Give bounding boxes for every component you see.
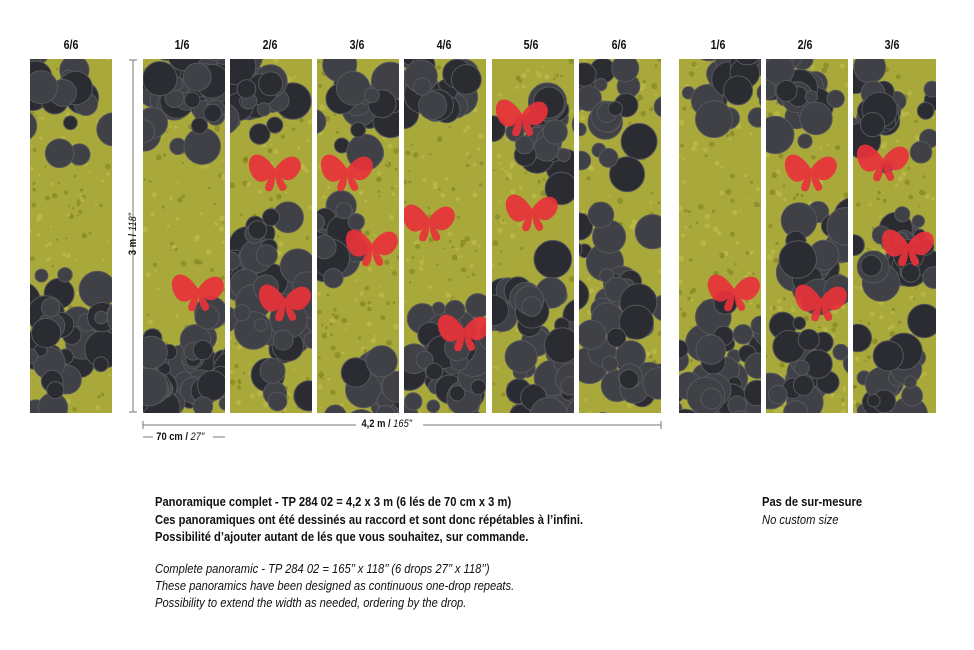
description-en-line-2: These panoramics have been designed as c… [155, 578, 515, 593]
wallpaper-panel-5 [492, 59, 574, 413]
panel-label-2: 2/6 [262, 37, 278, 52]
panel-label-1: 1/6 [174, 37, 190, 52]
panel-label-right-1: 1/6 [710, 37, 726, 52]
butterfly-motif [258, 284, 311, 322]
butterfly-motif [248, 154, 301, 192]
width-dimension: 4,2 m / 165" [361, 418, 413, 430]
butterfly-motif [794, 284, 847, 322]
wallpaper-panel-3 [317, 59, 399, 413]
butterfly-motif [707, 274, 760, 312]
wallpaper-panel-right-3 [853, 59, 936, 413]
panel-label-4: 4/6 [436, 37, 452, 52]
wallpaper-panel-right-2 [766, 59, 848, 413]
butterfly-motif [404, 204, 455, 242]
wallpaper-panel-left [30, 59, 112, 413]
butterfly-motif [881, 229, 934, 267]
description-fr-line-2: Ces panoramiques ont été dessinés au rac… [155, 512, 584, 527]
drop-dimension: 70 cm / 27" [156, 431, 205, 443]
butterfly-motif [437, 314, 486, 352]
wallpaper-panel-right-1 [679, 59, 761, 413]
height-dimension: 3 m / 118" [127, 212, 139, 256]
wallpaper-panel-4 [404, 59, 486, 413]
custom-size-fr: Pas de sur-mesure [762, 494, 863, 509]
panel-label-5: 5/6 [523, 37, 539, 52]
description-fr-line-3: Possibilité d’ajouter autant de lés que … [155, 529, 529, 544]
butterfly-motif [345, 229, 398, 267]
panel-label-right-2: 2/6 [797, 37, 813, 52]
description-en-line-1: Complete panoramic - TP 284 02 = 165’’ x… [155, 561, 490, 576]
butterfly-motif [171, 274, 224, 312]
description-en-line-3: Possibility to extend the width as neede… [155, 595, 467, 610]
butterfly-motif [495, 99, 548, 137]
butterfly-motif [505, 194, 558, 232]
wallpaper-panel-1 [143, 59, 225, 413]
panel-label-3: 3/6 [349, 37, 365, 52]
wallpaper-panel-6 [579, 59, 661, 413]
butterfly-motif [320, 154, 373, 192]
custom-size-en: No custom size [762, 512, 839, 527]
panel-label-left: 6/6 [63, 37, 79, 52]
butterfly-motif [784, 154, 837, 192]
description-fr-line-1: Panoramique complet - TP 284 02 = 4,2 x … [155, 494, 512, 509]
panel-label-6: 6/6 [611, 37, 627, 52]
wallpaper-panel-2 [230, 59, 312, 413]
butterfly-motif [856, 144, 909, 182]
panel-label-right-3: 3/6 [884, 37, 900, 52]
